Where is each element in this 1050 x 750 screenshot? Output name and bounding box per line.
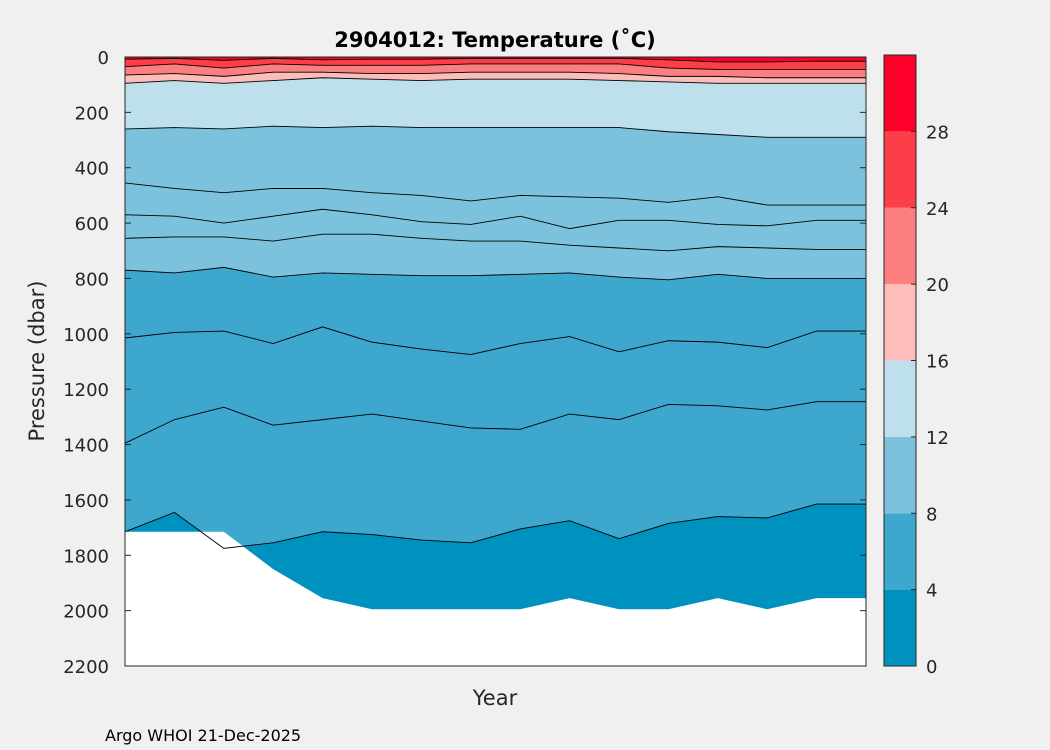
y-tick-label: 1600 [63, 491, 109, 512]
y-axis-label: Pressure (dbar) [25, 281, 49, 442]
colorbar-swatch-24-28 [884, 131, 916, 208]
isotherm-28c [124, 57, 866, 63]
y-tick-label: 1000 [63, 325, 109, 346]
isotherm-9c [124, 233, 866, 252]
colorbar-swatch-4-8 [884, 513, 916, 590]
footer-credit: Argo WHOI 21-Dec-2025 [105, 726, 301, 745]
isotherm-11c [124, 182, 866, 206]
y-tick-label: 1800 [63, 546, 109, 567]
colorbar-tick-label: 28 [926, 122, 949, 143]
y-tick-label: 1200 [63, 380, 109, 401]
y-tick-label: 1400 [63, 436, 109, 457]
y-tick-label: 2200 [63, 657, 109, 678]
isotherm-6c [124, 401, 866, 444]
y-tick-label: 400 [75, 159, 109, 180]
isotherm-10c [124, 208, 866, 230]
colorbar-tick-label: 0 [926, 657, 937, 678]
isotherm-7c [124, 326, 866, 356]
temperature-bands [125, 57, 866, 666]
isotherm-24c [124, 63, 866, 70]
colorbar-swatch-28-32 [884, 55, 916, 132]
isotherm-16c [124, 77, 866, 84]
colorbar: 0 4 8 12 16 20 24 28 [883, 54, 949, 678]
y-tick-label: 600 [75, 214, 109, 235]
seafloor-mask [125, 531, 866, 666]
colorbar-swatch-20-24 [884, 207, 916, 285]
colorbar-tick-label: 8 [926, 504, 937, 525]
y-tick-label: 2000 [63, 602, 109, 623]
isotherm-4c [124, 503, 866, 549]
colorbar-tick-label: 24 [926, 199, 949, 220]
isotherm-12c [124, 125, 866, 138]
isotherm-lines [124, 57, 866, 549]
colorbar-tick-label: 20 [926, 275, 949, 296]
colorbar-swatch-0-4 [884, 589, 916, 666]
band-28-32 [125, 57, 866, 62]
y-axis-ticks: 0 200 400 600 800 1000 1200 1400 1600 1800 2000 220… [63, 48, 866, 678]
y-tick-label: 0 [98, 48, 109, 69]
y-tick-label: 200 [75, 103, 109, 124]
isotherm-8c [124, 266, 866, 281]
colorbar-swatch-12-16 [884, 360, 916, 437]
chart-title: 2904012: Temperature (˚C) [334, 28, 655, 52]
colorbar-tick-label: 12 [926, 428, 949, 449]
colorbar-swatch-8-12 [884, 436, 916, 514]
colorbar-tick-label: 4 [926, 581, 937, 602]
colorbar-tick-label: 16 [926, 352, 949, 373]
plot-frame [124, 56, 867, 667]
x-axis-label: Year [472, 686, 518, 710]
isotherm-20c [124, 71, 866, 79]
y-tick-label: 800 [75, 269, 109, 290]
colorbar-swatch-16-20 [884, 284, 916, 361]
